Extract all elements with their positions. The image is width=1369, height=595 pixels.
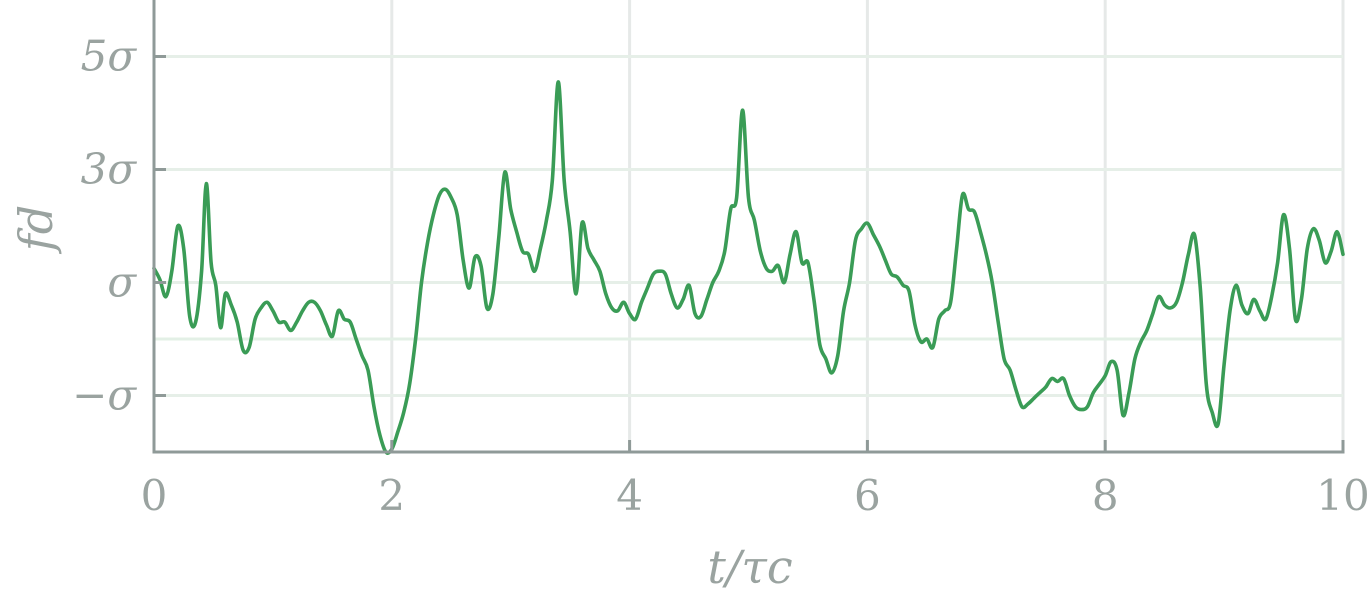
x-tick-label-4: 8 [1092,471,1119,520]
y-tick-label-0: −σ [72,371,137,420]
series-line-0 [152,80,1345,455]
x-axis-title: t/τc [707,540,792,594]
y-tick-label-2: 3σ [81,145,138,194]
x-tick-label-0: 0 [141,471,168,520]
x-tick-label-1: 2 [378,471,405,520]
series-layer [152,80,1345,455]
tick-labels: 0 2 4 6 8 10 −σ σ 3σ 5σ [72,32,1369,521]
x-tick-label-5: 10 [1316,471,1369,520]
axes [152,0,1345,454]
x-tick-label-3: 6 [854,471,881,520]
x-tick-label-2: 4 [616,471,643,520]
y-tick-label-1: σ [107,258,137,307]
y-tick-label-3: 5σ [81,32,138,81]
gridlines [154,0,1345,452]
y-axis-title: fd [9,205,63,254]
